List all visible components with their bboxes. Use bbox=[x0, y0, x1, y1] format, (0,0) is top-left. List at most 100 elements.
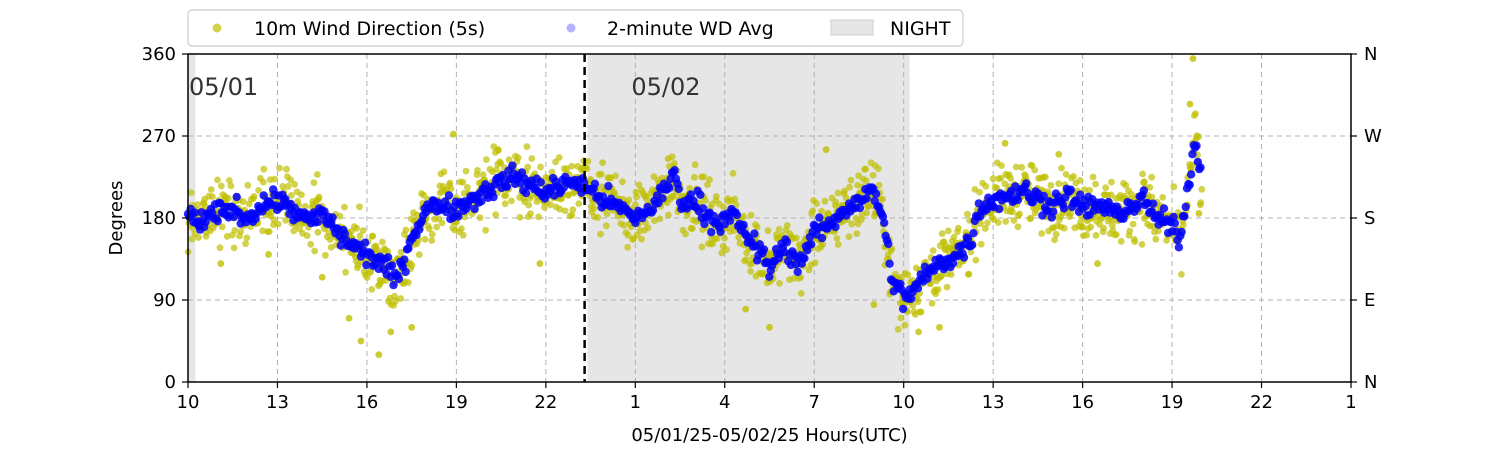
wind-dir-5s-point bbox=[1094, 260, 1101, 267]
wind-dir-5s-point bbox=[1092, 180, 1099, 188]
wind-dir-5s-point bbox=[392, 297, 399, 305]
wind-dir-5s-point bbox=[318, 273, 326, 281]
wind-dir-5s-point bbox=[1109, 222, 1116, 229]
wind-dir-5s-point bbox=[575, 200, 583, 208]
wind-dir-2min-avg-point bbox=[648, 206, 658, 215]
wind-dir-5s-point bbox=[408, 323, 416, 331]
wind-dir-5s-point bbox=[336, 212, 344, 220]
wind-dir-5s-point bbox=[1092, 232, 1100, 239]
wind-dir-5s-point bbox=[720, 203, 727, 211]
wind-dir-2min-avg-point bbox=[387, 261, 397, 270]
wind-dir-2min-avg-point bbox=[1181, 202, 1190, 212]
wind-dir-2min-avg-point bbox=[732, 210, 742, 220]
wind-dir-5s-point bbox=[982, 182, 990, 190]
wind-dir-5s-point bbox=[753, 223, 761, 231]
wind-dir-5s-point bbox=[568, 211, 576, 219]
y-tick-label: 0 bbox=[165, 372, 176, 393]
wind-dir-5s-point bbox=[345, 314, 353, 322]
wind-dir-5s-point bbox=[897, 314, 905, 322]
wind-dir-5s-point bbox=[747, 211, 755, 219]
wind-dir-5s-point bbox=[1052, 230, 1060, 238]
wind-dir-5s-point bbox=[226, 177, 233, 184]
wind-dir-2min-avg-point bbox=[967, 240, 977, 250]
wind-dir-2min-avg-point bbox=[686, 190, 696, 199]
wind-dir-5s-point bbox=[353, 224, 360, 232]
wind-dir-5s-point bbox=[290, 227, 298, 235]
wind-dir-5s-point bbox=[689, 225, 696, 232]
wind-dir-5s-point bbox=[993, 184, 1001, 192]
wind-dir-2min-avg-point bbox=[1185, 180, 1194, 190]
wind-dir-5s-point bbox=[870, 301, 878, 308]
wind-dir-5s-point bbox=[1159, 194, 1167, 201]
wind-dir-5s-point bbox=[556, 205, 564, 213]
y-tick-label: 360 bbox=[142, 44, 176, 65]
wind-dir-5s-point bbox=[934, 286, 942, 293]
wind-dir-5s-point bbox=[514, 154, 522, 162]
wind-dir-5s-point bbox=[209, 193, 216, 201]
wind-dir-5s-point bbox=[776, 280, 783, 287]
wind-dir-5s-point bbox=[914, 298, 922, 306]
legend: 10m Wind Direction (5s) 2-minute WD Avg … bbox=[187, 9, 964, 47]
wind-dir-5s-point bbox=[841, 187, 848, 195]
wind-dir-5s-point bbox=[537, 163, 544, 171]
wind-dir-5s-point bbox=[357, 337, 365, 345]
wind-dir-5s-point bbox=[188, 235, 196, 243]
wind-dir-5s-point bbox=[535, 213, 542, 221]
wind-dir-5s-point bbox=[858, 216, 865, 224]
wind-dir-5s-point bbox=[508, 197, 515, 205]
wind-dir-5s-point bbox=[944, 227, 952, 235]
wind-dir-5s-point bbox=[775, 225, 783, 233]
wind-dir-5s-point bbox=[904, 271, 912, 279]
wind-dir-2min-avg-point bbox=[885, 259, 894, 268]
wind-dir-5s-point bbox=[501, 200, 509, 208]
wind-dir-5s-point bbox=[187, 189, 195, 197]
wind-dir-5s-point bbox=[950, 233, 958, 241]
wind-dir-5s-point bbox=[402, 226, 410, 234]
legend-label-2min-avg: 2-minute WD Avg bbox=[607, 18, 774, 40]
wind-dir-2min-avg-point bbox=[725, 216, 735, 225]
wind-dir-2min-avg-point bbox=[739, 220, 748, 230]
wind-dir-5s-point bbox=[863, 209, 871, 217]
wind-dir-2min-avg-point bbox=[782, 237, 792, 247]
wind-dir-2min-avg-point bbox=[884, 239, 893, 249]
wind-dir-2min-avg-point bbox=[880, 218, 889, 227]
wind-dir-5s-point bbox=[915, 328, 923, 336]
wind-dir-5s-point bbox=[700, 173, 707, 181]
wind-dir-2min-avg-point bbox=[454, 212, 463, 221]
wind-dir-5s-point bbox=[740, 212, 747, 220]
wind-dir-2min-avg-point bbox=[362, 260, 371, 270]
wind-dir-5s-point bbox=[1087, 223, 1095, 231]
wind-dir-5s-point bbox=[341, 203, 348, 211]
wind-dir-5s-point bbox=[302, 202, 309, 210]
legend-swatch-2min-avg bbox=[566, 23, 576, 33]
wind-dir-5s-point bbox=[1129, 220, 1137, 228]
wind-dir-5s-point bbox=[1189, 55, 1197, 62]
wind-dir-5s-point bbox=[548, 168, 556, 176]
wind-dir-2min-avg-point bbox=[394, 274, 404, 284]
wind-dir-5s-point bbox=[231, 227, 239, 234]
wind-dir-5s-point bbox=[421, 235, 429, 243]
wind-dir-5s-point bbox=[852, 214, 860, 222]
wind-dir-5s-point bbox=[853, 230, 861, 238]
legend-box bbox=[187, 9, 964, 47]
wind-dir-5s-point bbox=[1076, 177, 1084, 184]
wind-dir-2min-avg-point bbox=[1059, 204, 1069, 213]
wind-dir-5s-point bbox=[516, 213, 524, 221]
wind-dir-5s-point bbox=[721, 234, 728, 242]
x-tick-label: 16 bbox=[355, 392, 378, 413]
wind-dir-5s-point bbox=[279, 183, 287, 190]
wind-dir-5s-point bbox=[938, 272, 945, 279]
wind-dir-2min-avg-point bbox=[313, 217, 322, 227]
wind-dir-2min-avg-point bbox=[508, 161, 517, 170]
wind-dir-5s-point bbox=[643, 195, 650, 203]
wind-dir-5s-point bbox=[243, 234, 251, 242]
wind-dir-2min-avg-point bbox=[700, 219, 709, 229]
x-tick-label: 22 bbox=[534, 392, 557, 413]
wind-dir-5s-point bbox=[265, 251, 272, 258]
wind-dir-5s-point bbox=[459, 231, 467, 239]
wind-dir-5s-point bbox=[1079, 223, 1086, 231]
wind-dir-5s-point bbox=[459, 178, 467, 186]
wind-dir-5s-point bbox=[1117, 237, 1125, 245]
wind-dir-5s-point bbox=[875, 165, 882, 173]
